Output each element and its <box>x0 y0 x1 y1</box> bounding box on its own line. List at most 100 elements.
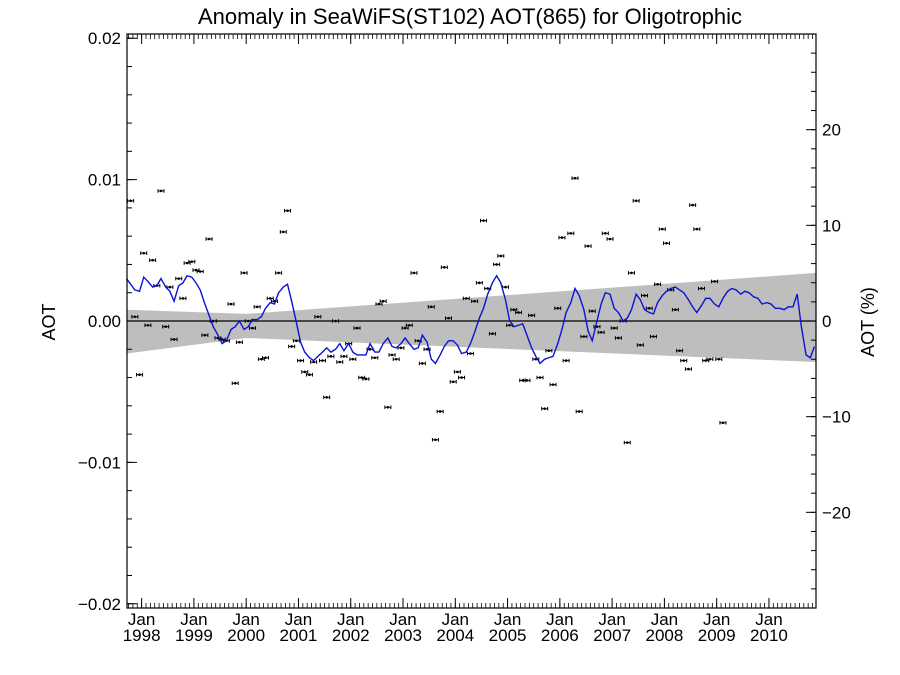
data-point <box>144 323 152 328</box>
y-axis-right-label: AOT (%) <box>858 287 878 357</box>
data-point <box>305 372 313 377</box>
data-point <box>671 307 679 312</box>
data-point <box>340 354 348 359</box>
data-point-dot <box>721 421 725 425</box>
x-tick-year: 1999 <box>175 626 213 645</box>
data-point-dot <box>547 349 551 352</box>
data-point-dot <box>194 268 198 272</box>
data-point-dot <box>268 297 272 300</box>
data-point-dot <box>181 297 185 300</box>
x-tick-year: 2010 <box>750 626 788 645</box>
data-point <box>379 299 387 304</box>
data-point-dot <box>421 362 424 365</box>
data-point-dot <box>242 271 246 275</box>
data-point <box>431 437 439 442</box>
data-point <box>240 271 248 275</box>
data-point-dot <box>203 333 207 337</box>
x-tick-year: 2008 <box>645 626 683 645</box>
data-point-dot <box>146 323 150 327</box>
y-axis-label: AOT <box>39 303 59 340</box>
data-point <box>541 406 549 411</box>
data-point <box>127 199 135 203</box>
x-tick-month: Jan <box>389 610 416 629</box>
data-point <box>440 265 448 270</box>
data-point-dot <box>538 376 542 379</box>
data-point-dot <box>512 308 516 311</box>
data-point <box>711 279 719 284</box>
data-point-dot <box>399 346 403 350</box>
data-point <box>715 357 723 361</box>
x-tick-year: 2002 <box>332 626 370 645</box>
data-point-dot <box>138 373 141 377</box>
data-point-dot <box>573 176 577 180</box>
data-point-dot <box>499 254 503 258</box>
data-point <box>458 375 466 380</box>
data-point-dot <box>233 381 237 385</box>
data-point-dot <box>682 359 686 362</box>
data-point <box>510 307 518 312</box>
data-point-dot <box>652 335 655 338</box>
data-point-dot <box>560 236 564 239</box>
y-tick-label: −0.01 <box>78 453 121 472</box>
data-point-dot <box>582 335 586 338</box>
data-point <box>336 360 344 364</box>
data-point-dot <box>394 357 398 361</box>
data-point-dot <box>604 232 607 235</box>
data-point-dot <box>473 299 476 303</box>
data-point-dot <box>425 347 429 351</box>
data-point-dot <box>695 227 699 231</box>
data-point-dot <box>416 339 420 343</box>
data-point <box>353 326 361 330</box>
data-point-dot <box>708 357 712 361</box>
x-tick-month: Jan <box>285 610 312 629</box>
data-point-dot <box>168 285 172 289</box>
data-point-dot <box>678 349 681 352</box>
data-point-dot <box>443 265 446 269</box>
data-point-dot <box>407 323 411 327</box>
y-tick-label: 0.01 <box>88 171 121 190</box>
data-point-dot <box>469 352 472 355</box>
data-point <box>549 382 557 387</box>
data-point-dot <box>290 345 293 348</box>
data-point <box>719 420 727 425</box>
data-point-dot <box>185 261 189 265</box>
data-point-dot <box>521 379 525 382</box>
data-point <box>362 377 370 381</box>
data-point <box>571 176 579 181</box>
data-point <box>580 334 588 339</box>
data-point-dot <box>286 209 289 213</box>
data-point-dot <box>495 263 498 266</box>
x-tick-month: Jan <box>755 610 782 629</box>
data-point-dot <box>198 270 202 273</box>
data-point-dot <box>478 281 481 285</box>
data-point <box>327 354 335 359</box>
data-point-dot <box>299 359 302 362</box>
data-point <box>614 336 622 340</box>
data-point <box>131 314 139 319</box>
data-point <box>554 306 562 311</box>
data-point-dot <box>325 396 328 399</box>
data-point-dot <box>207 237 211 241</box>
data-point <box>349 357 357 361</box>
data-point <box>179 296 187 301</box>
data-point <box>227 302 235 306</box>
data-point-dot <box>151 258 154 262</box>
data-point <box>488 331 496 336</box>
data-point <box>645 306 653 311</box>
data-point-dot <box>643 294 646 297</box>
data-point <box>196 269 204 274</box>
x-tick-month: Jan <box>232 610 259 629</box>
data-point-dot <box>251 326 254 330</box>
data-point-dot <box>308 373 311 377</box>
data-point-dot <box>142 251 146 255</box>
data-point <box>558 235 566 240</box>
data-point <box>523 378 531 383</box>
x-tick-month: Jan <box>180 610 207 629</box>
data-point-dot <box>338 360 342 364</box>
plot-area <box>125 33 817 609</box>
data-point-dot <box>456 370 459 374</box>
data-point <box>319 358 327 363</box>
data-point-dot <box>525 379 529 382</box>
data-point <box>136 372 144 377</box>
data-point-dot <box>403 326 407 330</box>
